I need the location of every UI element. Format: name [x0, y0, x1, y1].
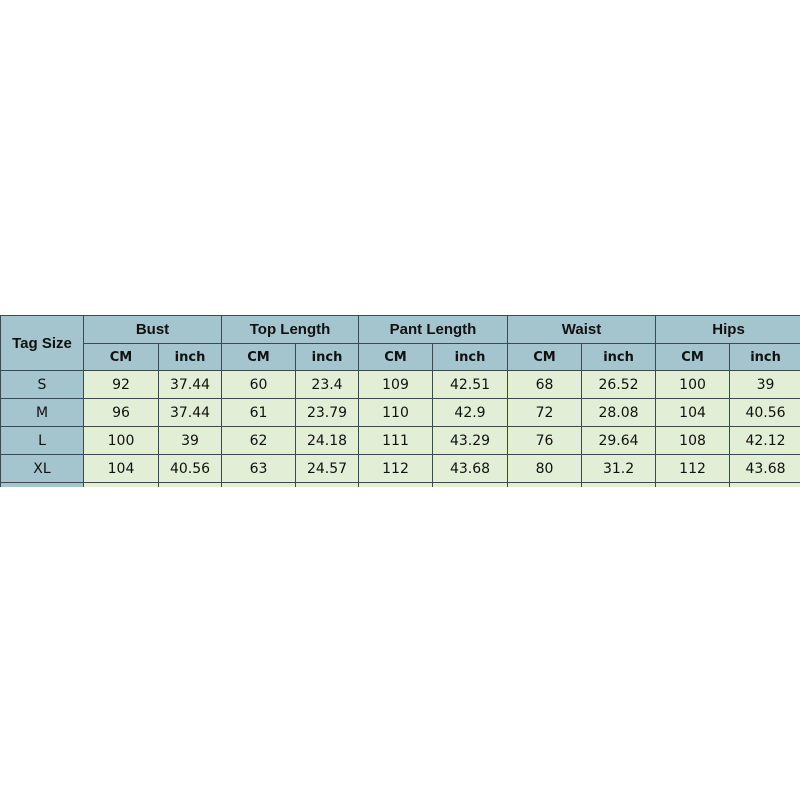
table-cell: 110 [358, 398, 433, 427]
unit-header: inch [729, 343, 800, 371]
size-table: Tag Size Bust Top Length Pant Length Waist Hi… [0, 315, 800, 487]
table-cell: 42.12 [729, 426, 800, 455]
table-cell: 92 [83, 370, 159, 399]
table-cell: 68 [507, 370, 583, 399]
table-cell: 24.57 [295, 454, 359, 483]
table-cell: 104 [83, 454, 159, 483]
table-cell: 62 [221, 426, 296, 455]
table-row: M 96 37.44 61 23.79 110 42.9 72 28.08 104 40.56 [0, 398, 800, 427]
table-cell: 43.68 [431, 454, 509, 483]
table-cell: 60 [221, 370, 296, 399]
table-cell: 39 [158, 426, 222, 455]
size-label: L [0, 426, 84, 455]
table-cell [0, 482, 84, 487]
table-cell: 37.44 [158, 370, 222, 399]
table-cell [655, 482, 731, 487]
table-cell: 31.2 [581, 454, 657, 483]
table-cell [83, 482, 159, 487]
table-cell [507, 482, 583, 487]
table-cell: 29.64 [581, 426, 657, 455]
table-cell: 24.18 [295, 426, 359, 455]
group-header: Bust [83, 315, 222, 344]
table-cell: 23.4 [295, 370, 359, 399]
table-cell: 108 [655, 426, 731, 455]
table-cell [221, 482, 296, 487]
table-cell: 40.56 [729, 398, 800, 427]
size-chart: Tag Size Bust Top Length Pant Length Waist Hi… [0, 315, 800, 487]
table-cell: 42.9 [431, 398, 509, 427]
table-cell: 96 [83, 398, 159, 427]
table-row: XL 104 40.56 63 24.57 112 43.68 80 31.2 112 43.68 [0, 454, 800, 483]
unit-header: inch [581, 343, 657, 371]
unit-header: inch [295, 343, 359, 371]
table-cell: 26.52 [581, 370, 657, 399]
unit-header: CM [655, 343, 731, 371]
group-header: Waist [507, 315, 657, 344]
table-cell: 43.68 [729, 454, 800, 483]
size-label: S [0, 370, 84, 399]
unit-header: inch [158, 343, 222, 371]
table-cell: 28.08 [581, 398, 657, 427]
table-cell: 80 [507, 454, 583, 483]
table-cell: 100 [83, 426, 159, 455]
unit-header: CM [507, 343, 583, 371]
table-cell: 104 [655, 398, 731, 427]
table-cell: 112 [655, 454, 731, 483]
table-cell: 37.44 [158, 398, 222, 427]
table-cell: 43.29 [431, 426, 509, 455]
group-header: Top Length [221, 315, 359, 344]
table-cell: 61 [221, 398, 296, 427]
table-cell: 42.51 [431, 370, 509, 399]
size-label: XL [0, 454, 84, 483]
table-cell: 63 [221, 454, 296, 483]
table-row: L 100 39 62 24.18 111 43.29 76 29.64 108 42.12 [0, 426, 800, 455]
table-cell: 112 [358, 454, 433, 483]
table-cell [358, 482, 433, 487]
table-cell [729, 482, 800, 487]
table-cell: 111 [358, 426, 433, 455]
table-cell [158, 482, 222, 487]
unit-header: inch [431, 343, 509, 371]
table-cell: 40.56 [158, 454, 222, 483]
unit-header: CM [83, 343, 159, 371]
table-cell: 109 [358, 370, 433, 399]
group-header: Hips [655, 315, 800, 344]
group-header: Pant Length [357, 315, 509, 344]
table-cell: 72 [507, 398, 583, 427]
size-label: M [0, 398, 84, 427]
table-cell [431, 482, 509, 487]
table-cell [295, 482, 359, 487]
unit-header: CM [221, 343, 296, 371]
table-cell [581, 482, 657, 487]
table-cell: 23.79 [295, 398, 359, 427]
tag-size-header: Tag Size [0, 315, 84, 371]
table-cell: 76 [507, 426, 583, 455]
table-cell: 100 [655, 370, 731, 399]
unit-header: CM [358, 343, 433, 371]
table-cell: 39 [729, 370, 800, 399]
table-row: S 92 37.44 60 23.4 109 42.51 68 26.52 100 39 [0, 370, 800, 399]
